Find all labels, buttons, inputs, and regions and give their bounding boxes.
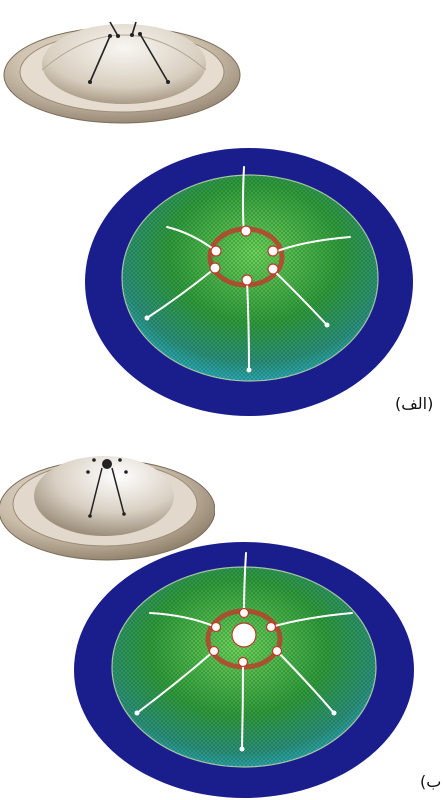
panel-b: ب) — [0, 420, 444, 798]
center-hole-b — [231, 622, 257, 648]
mesh-model-a — [85, 148, 413, 416]
panel-a: (الف) — [3, 21, 434, 416]
panel-b-label: ب) — [420, 772, 442, 791]
photo-dished-part-a — [3, 21, 241, 124]
mesh-model-b — [74, 542, 414, 798]
panel-a-label: (الف) — [395, 394, 434, 413]
photo-dished-part-b — [0, 456, 215, 561]
